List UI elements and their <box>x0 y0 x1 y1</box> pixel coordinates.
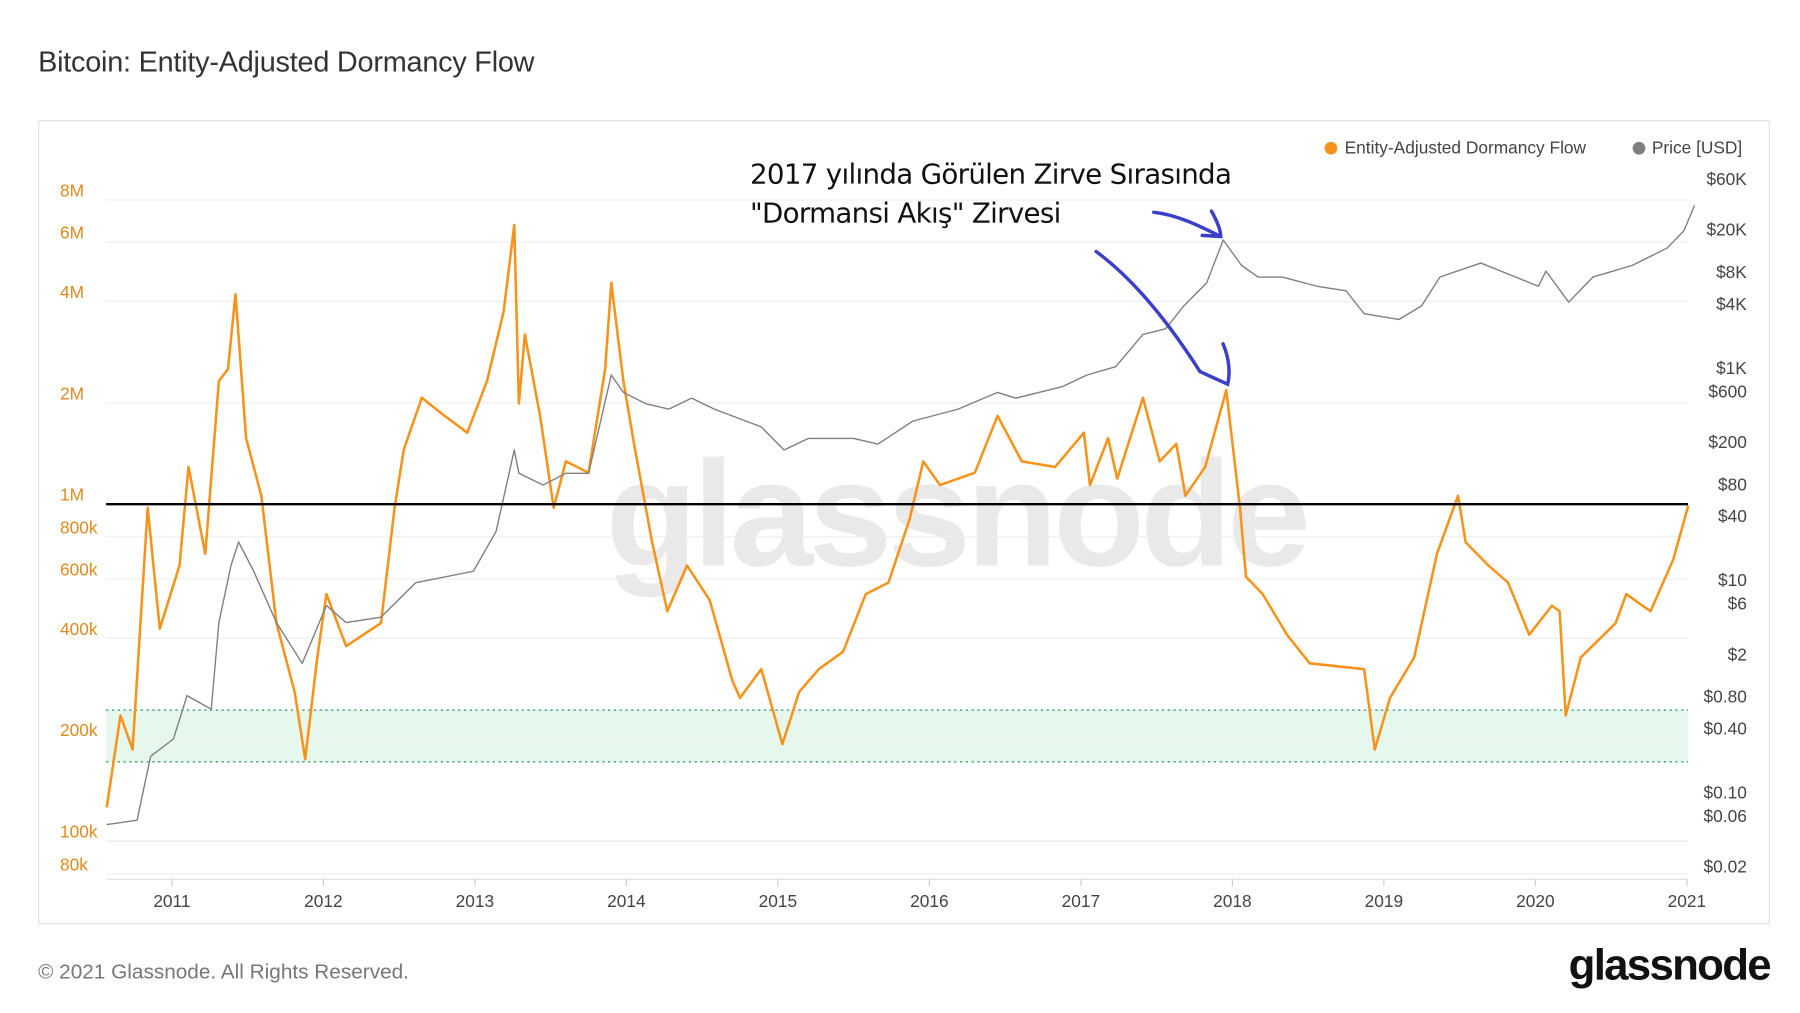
chart-frame <box>38 119 1770 925</box>
dormancy-flow-line <box>105 223 1690 808</box>
right-tick-label: $60K <box>1706 169 1747 189</box>
legend-label: Price [USD] <box>1651 138 1743 159</box>
x-tick-label: 2020 <box>1516 891 1554 911</box>
x-tick-label: 2012 <box>304 891 342 911</box>
legend-dot-orange-icon <box>1325 141 1338 155</box>
legend: Entity-Adjusted Dormancy Flow Price [USD… <box>1325 138 1742 158</box>
left-tick-label: 200k <box>60 720 98 740</box>
left-tick-label: 800k <box>60 517 98 537</box>
annotation-line-2: "Dormansi Akış" Zirvesi <box>749 197 1061 230</box>
right-tick-label: $0.02 <box>1704 857 1747 877</box>
left-tick-label: 400k <box>60 619 98 639</box>
left-tick-label: 8M <box>60 180 84 200</box>
legend-dot-gray-icon <box>1632 141 1645 155</box>
legend-item-dormancy[interactable]: Entity-Adjusted Dormancy Flow <box>1325 138 1586 158</box>
left-tick-label: 80k <box>60 854 88 874</box>
legend-item-price[interactable]: Price [USD] <box>1632 138 1742 158</box>
x-tick-label: 2013 <box>456 891 494 911</box>
right-tick-label: $10 <box>1718 570 1747 590</box>
green-band <box>106 710 1689 762</box>
x-tick-label: 2015 <box>759 891 797 911</box>
right-tick-label: $20K <box>1706 220 1747 240</box>
right-tick-label: $6 <box>1728 594 1747 614</box>
x-tick-label: 2016 <box>910 891 948 911</box>
x-tick-label: 2019 <box>1365 891 1403 911</box>
page-title: Bitcoin: Entity-Adjusted Dormancy Flow <box>38 46 535 79</box>
right-tick-label: $0.80 <box>1704 687 1747 707</box>
arrow-to-price-peak-icon <box>1152 209 1223 239</box>
right-tick-label: $1K <box>1716 358 1747 378</box>
glassnode-logo[interactable]: glassnode <box>1568 941 1772 990</box>
annotation-line-1: 2017 yılında Görülen Zirve Sırasında <box>749 158 1232 191</box>
right-tick-label: $80 <box>1718 474 1747 494</box>
right-tick-label: $40 <box>1718 506 1747 526</box>
copyright: © 2021 Glassnode. All Rights Reserved. <box>38 959 409 984</box>
left-tick-label: 1M <box>60 485 84 505</box>
right-tick-label: $600 <box>1708 381 1746 401</box>
legend-label: Entity-Adjusted Dormancy Flow <box>1344 138 1587 159</box>
left-tick-label: 6M <box>60 223 84 243</box>
left-tick-label: 2M <box>60 383 84 403</box>
right-tick-label: $200 <box>1708 432 1746 452</box>
right-tick-label: $0.06 <box>1704 806 1747 826</box>
x-tick-label: 2018 <box>1213 891 1251 911</box>
x-tick-label: 2021 <box>1668 891 1706 911</box>
left-tick-label: 100k <box>60 822 98 842</box>
left-tick-label: 600k <box>60 559 98 579</box>
right-tick-label: $0.10 <box>1704 782 1747 802</box>
watermark: glassnode <box>605 429 1311 598</box>
price-line <box>106 205 1696 826</box>
x-tick-label: 2017 <box>1062 891 1100 911</box>
annotation-text: 2017 yılında Görülen Zirve Sırasında "Do… <box>749 155 1232 233</box>
right-tick-label: $0.40 <box>1704 719 1747 739</box>
arrow-to-dormancy-peak-icon <box>1094 249 1231 387</box>
right-tick-label: $8K <box>1716 262 1747 282</box>
right-tick-label: $2 <box>1728 644 1747 664</box>
right-tick-label: $4K <box>1716 294 1747 314</box>
x-tick-label: 2014 <box>607 891 646 911</box>
left-tick-label: 4M <box>60 282 84 302</box>
x-tick-label: 2011 <box>153 891 190 911</box>
